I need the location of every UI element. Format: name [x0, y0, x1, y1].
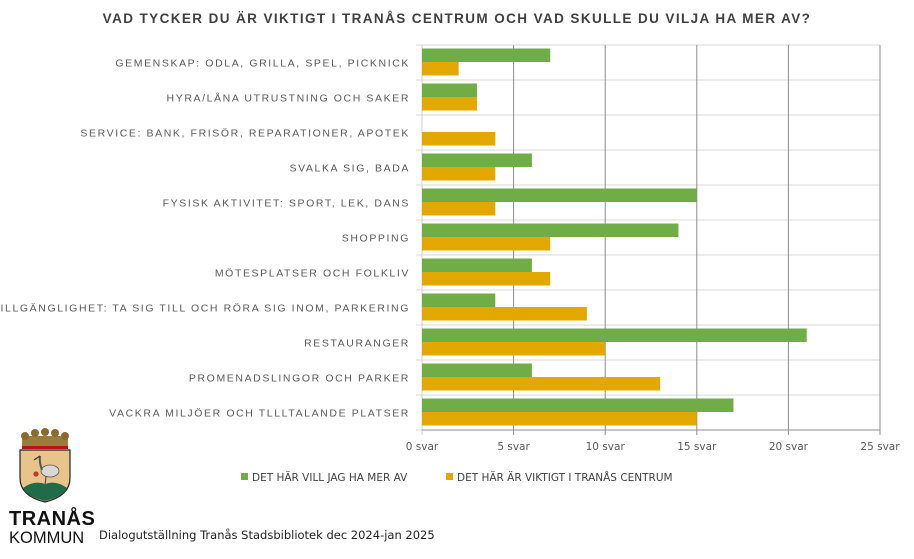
- brand-name: TRANÅS: [9, 508, 96, 530]
- category-label: SHOPPING: [342, 233, 410, 245]
- category-label: HYRA/LÅNA UTRUSTNING OCH SAKER: [167, 92, 410, 105]
- x-axis: 0 svar 5 svar 10 svar 15 svar 20 svar 25 svar: [406, 429, 900, 453]
- category-label: VACKRA MILJÖER OCH TLLLTALANDE PLATSER: [109, 408, 410, 420]
- bar-viktigt: [422, 62, 459, 76]
- bar-mer-av: [422, 153, 532, 167]
- legend-swatch: [446, 473, 453, 480]
- category-label: GEMENSKAP: ODLA, GRILLA, SPEL, PICKNICK: [115, 58, 410, 70]
- category-label: RESTAURANGER: [304, 338, 410, 350]
- category-label: FYSISK AKTIVITET: SPORT, LEK, DANS: [163, 198, 410, 210]
- legend-label: DET HÄR VILL JAG HA MER AV: [252, 471, 408, 484]
- footer-caption: Dialogutställning Tranås Stadsbibliotek …: [99, 528, 435, 542]
- category-label: MÖTESPLATSER OCH FOLKLIV: [215, 268, 410, 280]
- legend: DET HÄR VILL JAG HA MER AV DET HÄR ÄR VIK…: [241, 471, 673, 484]
- brand-subtitle: KOMMUN: [9, 529, 85, 547]
- bar-viktigt: [422, 412, 697, 426]
- bar-viktigt: [422, 202, 496, 216]
- bar-viktigt: [422, 132, 496, 146]
- bar-mer-av: [422, 223, 679, 237]
- category-labels: GEMENSKAP: ODLA, GRILLA, SPEL, PICKNICK H…: [0, 58, 410, 420]
- legend-swatch: [241, 473, 248, 480]
- bar-mer-av: [422, 83, 477, 97]
- bar-mer-av: [422, 188, 697, 202]
- category-label: PROMENADSLINGOR OCH PARKER: [189, 373, 410, 385]
- category-label: TILLGÄNGLIGHET: TA SIG TILL OCH RÖRA SIG…: [0, 303, 410, 315]
- bar-mer-av: [422, 363, 532, 377]
- bar-chart: GEMENSKAP: ODLA, GRILLA, SPEL, PICKNICK H…: [0, 44, 900, 484]
- bar-mer-av: [422, 328, 807, 342]
- bar-viktigt: [422, 342, 606, 356]
- bar-viktigt: [422, 272, 551, 286]
- bar-viktigt: [422, 307, 587, 321]
- bars: [422, 48, 807, 426]
- coat-of-arms-logo: [19, 428, 71, 503]
- bar-mer-av: [422, 258, 532, 272]
- crown-icon: [21, 428, 69, 449]
- x-tick-label: 20 svar: [769, 441, 809, 453]
- x-tick-label: 25 svar: [860, 441, 900, 453]
- x-tick-label: 5 svar: [497, 441, 530, 453]
- x-tick-label: 0 svar: [406, 441, 439, 453]
- chart-title: VAD TYCKER DU ÄR VIKTIGT I TRANÅS CENTRU…: [102, 11, 812, 26]
- crane-icon: [33, 455, 60, 487]
- bar-mer-av: [422, 398, 734, 412]
- x-tick-label: 15 svar: [677, 441, 717, 453]
- bar-viktigt: [422, 237, 551, 251]
- bar-viktigt: [422, 97, 477, 111]
- legend-label: DET HÄR ÄR VIKTIGT I TRANÅS CENTRUM: [457, 471, 673, 484]
- category-label: SERVICE: BANK, FRISÖR, REPARATIONER, APO…: [80, 128, 410, 140]
- category-label: SVALKA SIG, BADA: [289, 163, 410, 175]
- x-tick-label: 10 svar: [586, 441, 626, 453]
- bar-mer-av: [422, 293, 496, 307]
- bar-viktigt: [422, 377, 661, 391]
- bar-viktigt: [422, 167, 496, 181]
- bar-mer-av: [422, 48, 551, 62]
